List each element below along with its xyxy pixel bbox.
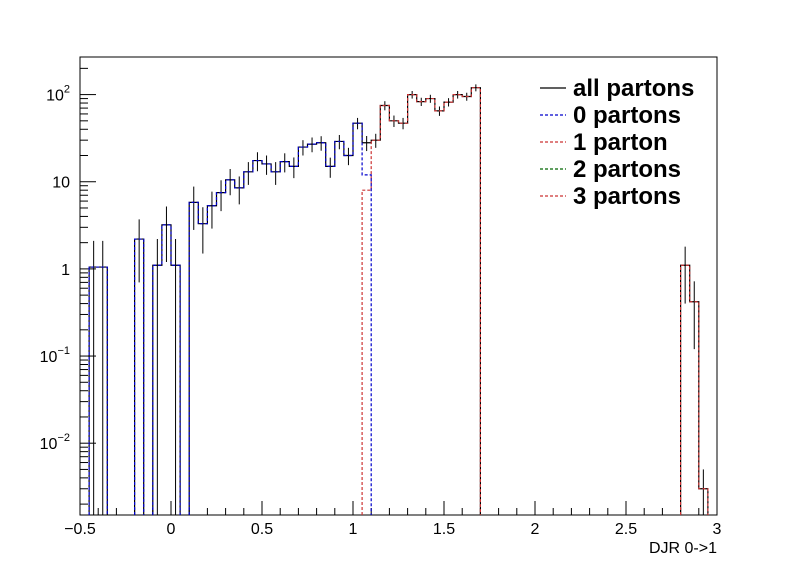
x-tick-label: 2.5 bbox=[615, 521, 637, 538]
y-tick-exponent: −1 bbox=[57, 345, 70, 357]
x-tick-label: 0 bbox=[167, 521, 176, 538]
series-line bbox=[361, 87, 709, 515]
legend-item: 0 partons bbox=[540, 102, 681, 129]
series-1 bbox=[88, 122, 372, 515]
legend-item: all partons bbox=[540, 75, 694, 102]
x-axis-title: DJR 0->1 bbox=[649, 540, 717, 557]
series-2 bbox=[361, 87, 709, 515]
x-tick-label: −0.5 bbox=[64, 521, 96, 538]
plot-frame bbox=[79, 56, 718, 516]
legend-label: 2 partons bbox=[573, 156, 681, 183]
legend-label: 1 parton bbox=[573, 129, 668, 156]
y-tick-label: 1 bbox=[61, 262, 70, 279]
y-tick-exponent: −2 bbox=[57, 432, 70, 444]
legend-label: 0 partons bbox=[573, 102, 681, 129]
x-tick-label: 3 bbox=[713, 521, 722, 538]
x-tick-label: 0.5 bbox=[251, 521, 273, 538]
x-tick-label: 2 bbox=[531, 521, 540, 538]
y-tick-base: 1 bbox=[61, 262, 70, 279]
y-tick-label: 10−2 bbox=[40, 432, 70, 453]
y-tick-label: 10 bbox=[52, 175, 70, 192]
y-tick-label: 10−1 bbox=[40, 345, 70, 366]
y-tick-base: 10 bbox=[46, 88, 64, 105]
y-tick-label: 102 bbox=[46, 84, 70, 105]
legend-item: 2 partons bbox=[540, 156, 681, 183]
legend-item: 1 parton bbox=[540, 129, 668, 156]
x-tick-label: 1 bbox=[349, 521, 358, 538]
legend-label: 3 partons bbox=[573, 183, 681, 210]
series-layer bbox=[88, 84, 709, 515]
y-tick-base: 10 bbox=[40, 349, 58, 366]
x-axis: −0.5 0 0.5 1 1.5 2 2.5 3 bbox=[64, 501, 722, 538]
y-tick-base: 10 bbox=[40, 436, 58, 453]
legend-item: 3 partons bbox=[540, 183, 681, 210]
series-line bbox=[88, 122, 372, 515]
legend-label: all partons bbox=[573, 75, 694, 102]
y-tick-base: 10 bbox=[52, 175, 70, 192]
y-tick-exponent: 2 bbox=[64, 84, 70, 96]
x-tick-label: 1.5 bbox=[433, 521, 455, 538]
